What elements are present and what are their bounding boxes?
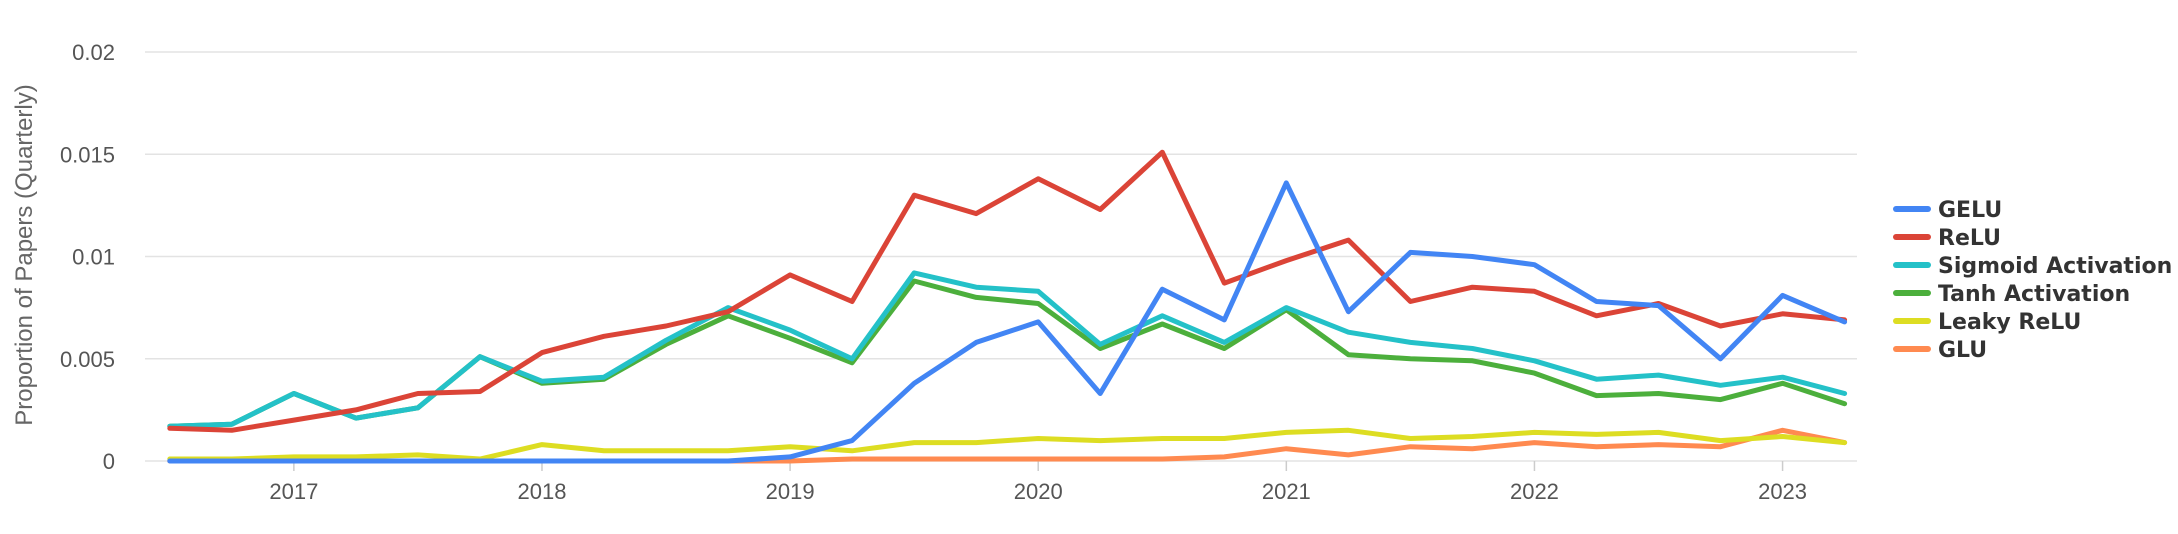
legend-item-relu[interactable]: ReLU	[1893, 226, 2001, 251]
legend[interactable]: GELU ReLU Sigmoid Activation Tanh Activatio…	[1893, 198, 2172, 363]
x-tick-label: 2019	[766, 479, 815, 504]
x-tick-label: 2021	[1262, 479, 1311, 504]
y-tick-label: 0.015	[60, 142, 115, 167]
y-tick-label: 0.005	[60, 347, 115, 372]
x-tick-label: 2023	[1758, 479, 1807, 504]
legend-label: GELU	[1938, 198, 2002, 223]
y-tick-label: 0	[103, 449, 115, 474]
x-tick-label: 2017	[269, 479, 318, 504]
legend-label: Leaky ReLU	[1938, 310, 2081, 335]
legend-item-sigmoid-activation[interactable]: Sigmoid Activation	[1893, 254, 2172, 279]
legend-label: Tanh Activation	[1938, 282, 2130, 307]
legend-label: GLU	[1938, 338, 1987, 363]
x-tick-label: 2022	[1510, 479, 1559, 504]
x-tick-label: 2020	[1014, 479, 1063, 504]
y-tick-label: 0.01	[72, 245, 115, 270]
gridlines	[145, 51, 1857, 462]
legend-item-gelu[interactable]: GELU	[1893, 198, 2002, 223]
legend-item-leaky-relu[interactable]: Leaky ReLU	[1893, 310, 2081, 335]
legend-item-tanh-activation[interactable]: Tanh Activation	[1893, 282, 2130, 307]
legend-label: ReLU	[1938, 226, 2001, 251]
legend-label: Sigmoid Activation	[1938, 254, 2172, 279]
y-tick-label: 0.02	[72, 40, 115, 65]
series-line-leaky-relu[interactable]	[167, 427, 1848, 462]
series-line-sigmoid-activation[interactable]	[167, 270, 1848, 429]
y-axis-title: Proportion of Papers (Quarterly)	[11, 84, 38, 425]
series-line-relu[interactable]	[167, 149, 1848, 433]
x-tick-label: 2018	[518, 479, 567, 504]
legend-item-glu[interactable]: GLU	[1893, 338, 1987, 363]
series-lines	[167, 149, 1848, 464]
series-line-gelu[interactable]	[167, 180, 1848, 464]
axes: Proportion of Papers (Quarterly) 0 0.005 0…	[11, 40, 1807, 504]
